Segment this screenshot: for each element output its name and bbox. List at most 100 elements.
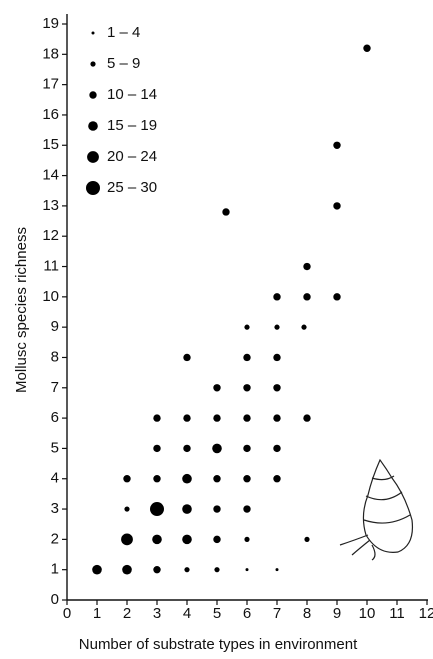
point bbox=[92, 564, 102, 575]
legend-label: 5 – 9 bbox=[107, 55, 140, 72]
point bbox=[123, 475, 131, 483]
x-tick-label: 5 bbox=[213, 605, 221, 622]
point bbox=[243, 475, 251, 483]
y-tick-label: 10 bbox=[42, 288, 59, 305]
point bbox=[213, 384, 221, 392]
point bbox=[363, 44, 371, 52]
point bbox=[303, 262, 311, 271]
y-tick-label: 18 bbox=[42, 45, 59, 62]
x-tick-label: 4 bbox=[183, 605, 191, 622]
x-tick-label: 11 bbox=[389, 605, 405, 622]
point bbox=[303, 293, 311, 301]
point bbox=[184, 567, 190, 573]
point bbox=[243, 353, 251, 362]
point bbox=[153, 414, 161, 422]
point bbox=[153, 444, 161, 453]
point bbox=[274, 324, 280, 330]
legend-label: 10 – 14 bbox=[107, 86, 157, 103]
legend-marker bbox=[90, 61, 96, 67]
x-tick-label: 12 bbox=[419, 605, 433, 622]
point bbox=[213, 475, 221, 483]
legend-label: 15 – 19 bbox=[107, 117, 157, 134]
point bbox=[301, 324, 307, 330]
x-tick-label: 10 bbox=[359, 605, 376, 622]
point bbox=[150, 502, 164, 517]
point bbox=[273, 414, 281, 422]
point bbox=[245, 568, 249, 572]
point bbox=[213, 414, 221, 422]
y-tick-label: 0 bbox=[51, 591, 59, 608]
x-tick-label: 1 bbox=[93, 605, 101, 622]
legend-marker bbox=[86, 181, 100, 195]
point bbox=[304, 536, 310, 542]
point bbox=[121, 533, 133, 546]
y-tick-label: 13 bbox=[42, 197, 59, 214]
x-axis-title: Number of substrate types in environment bbox=[79, 636, 358, 653]
point bbox=[273, 353, 281, 362]
x-tick-label: 7 bbox=[273, 605, 281, 622]
point bbox=[212, 443, 222, 454]
y-tick-label: 1 bbox=[51, 561, 59, 578]
y-tick-label: 2 bbox=[51, 530, 59, 547]
legend-marker bbox=[88, 121, 98, 131]
point bbox=[244, 536, 250, 542]
point bbox=[183, 414, 191, 422]
legend-label: 20 – 24 bbox=[107, 148, 157, 165]
y-tick-label: 5 bbox=[51, 439, 59, 456]
y-tick-label: 7 bbox=[51, 379, 59, 396]
point bbox=[213, 505, 221, 513]
point bbox=[243, 414, 251, 422]
point bbox=[122, 564, 132, 575]
y-tick-label: 19 bbox=[42, 15, 59, 32]
point bbox=[275, 568, 279, 572]
y-tick-label: 16 bbox=[42, 106, 59, 123]
point bbox=[333, 293, 341, 301]
point bbox=[214, 567, 220, 573]
point bbox=[243, 444, 251, 453]
y-tick-label: 6 bbox=[51, 409, 59, 426]
x-tick-label: 2 bbox=[123, 605, 131, 622]
x-tick-label: 9 bbox=[333, 605, 341, 622]
point bbox=[243, 384, 251, 392]
point bbox=[124, 506, 130, 512]
point bbox=[182, 504, 192, 514]
point bbox=[182, 534, 192, 545]
y-tick-label: 8 bbox=[51, 348, 59, 365]
point bbox=[182, 473, 192, 484]
legend-marker bbox=[87, 151, 99, 163]
point bbox=[152, 534, 162, 545]
x-tick-label: 3 bbox=[153, 605, 161, 622]
point bbox=[222, 208, 230, 216]
point bbox=[183, 444, 191, 453]
y-axis-title: Mollusc species richness bbox=[13, 227, 30, 393]
point bbox=[153, 475, 161, 483]
legend-label: 25 – 30 bbox=[107, 179, 157, 196]
point bbox=[244, 324, 250, 330]
legend-marker bbox=[91, 31, 95, 35]
point bbox=[333, 202, 341, 210]
x-tick-label: 8 bbox=[303, 605, 311, 622]
point bbox=[273, 444, 281, 453]
y-tick-label: 4 bbox=[51, 470, 59, 487]
point bbox=[273, 384, 281, 392]
point bbox=[333, 141, 341, 149]
legend-label: 1 – 4 bbox=[107, 24, 140, 41]
y-tick-label: 3 bbox=[51, 500, 59, 517]
point bbox=[183, 353, 191, 362]
snail-illustration bbox=[339, 458, 414, 561]
x-tick-label: 6 bbox=[243, 605, 251, 622]
point bbox=[243, 505, 251, 513]
point bbox=[303, 414, 311, 422]
y-tick-label: 9 bbox=[51, 318, 59, 335]
y-tick-label: 17 bbox=[42, 76, 59, 93]
x-tick-label: 0 bbox=[63, 605, 71, 622]
point bbox=[273, 475, 281, 483]
point bbox=[153, 565, 161, 574]
point bbox=[213, 535, 221, 544]
point bbox=[273, 293, 281, 301]
legend-marker bbox=[89, 91, 97, 99]
y-tick-label: 12 bbox=[42, 227, 59, 244]
y-tick-label: 15 bbox=[42, 136, 59, 153]
y-tick-label: 14 bbox=[42, 167, 59, 184]
